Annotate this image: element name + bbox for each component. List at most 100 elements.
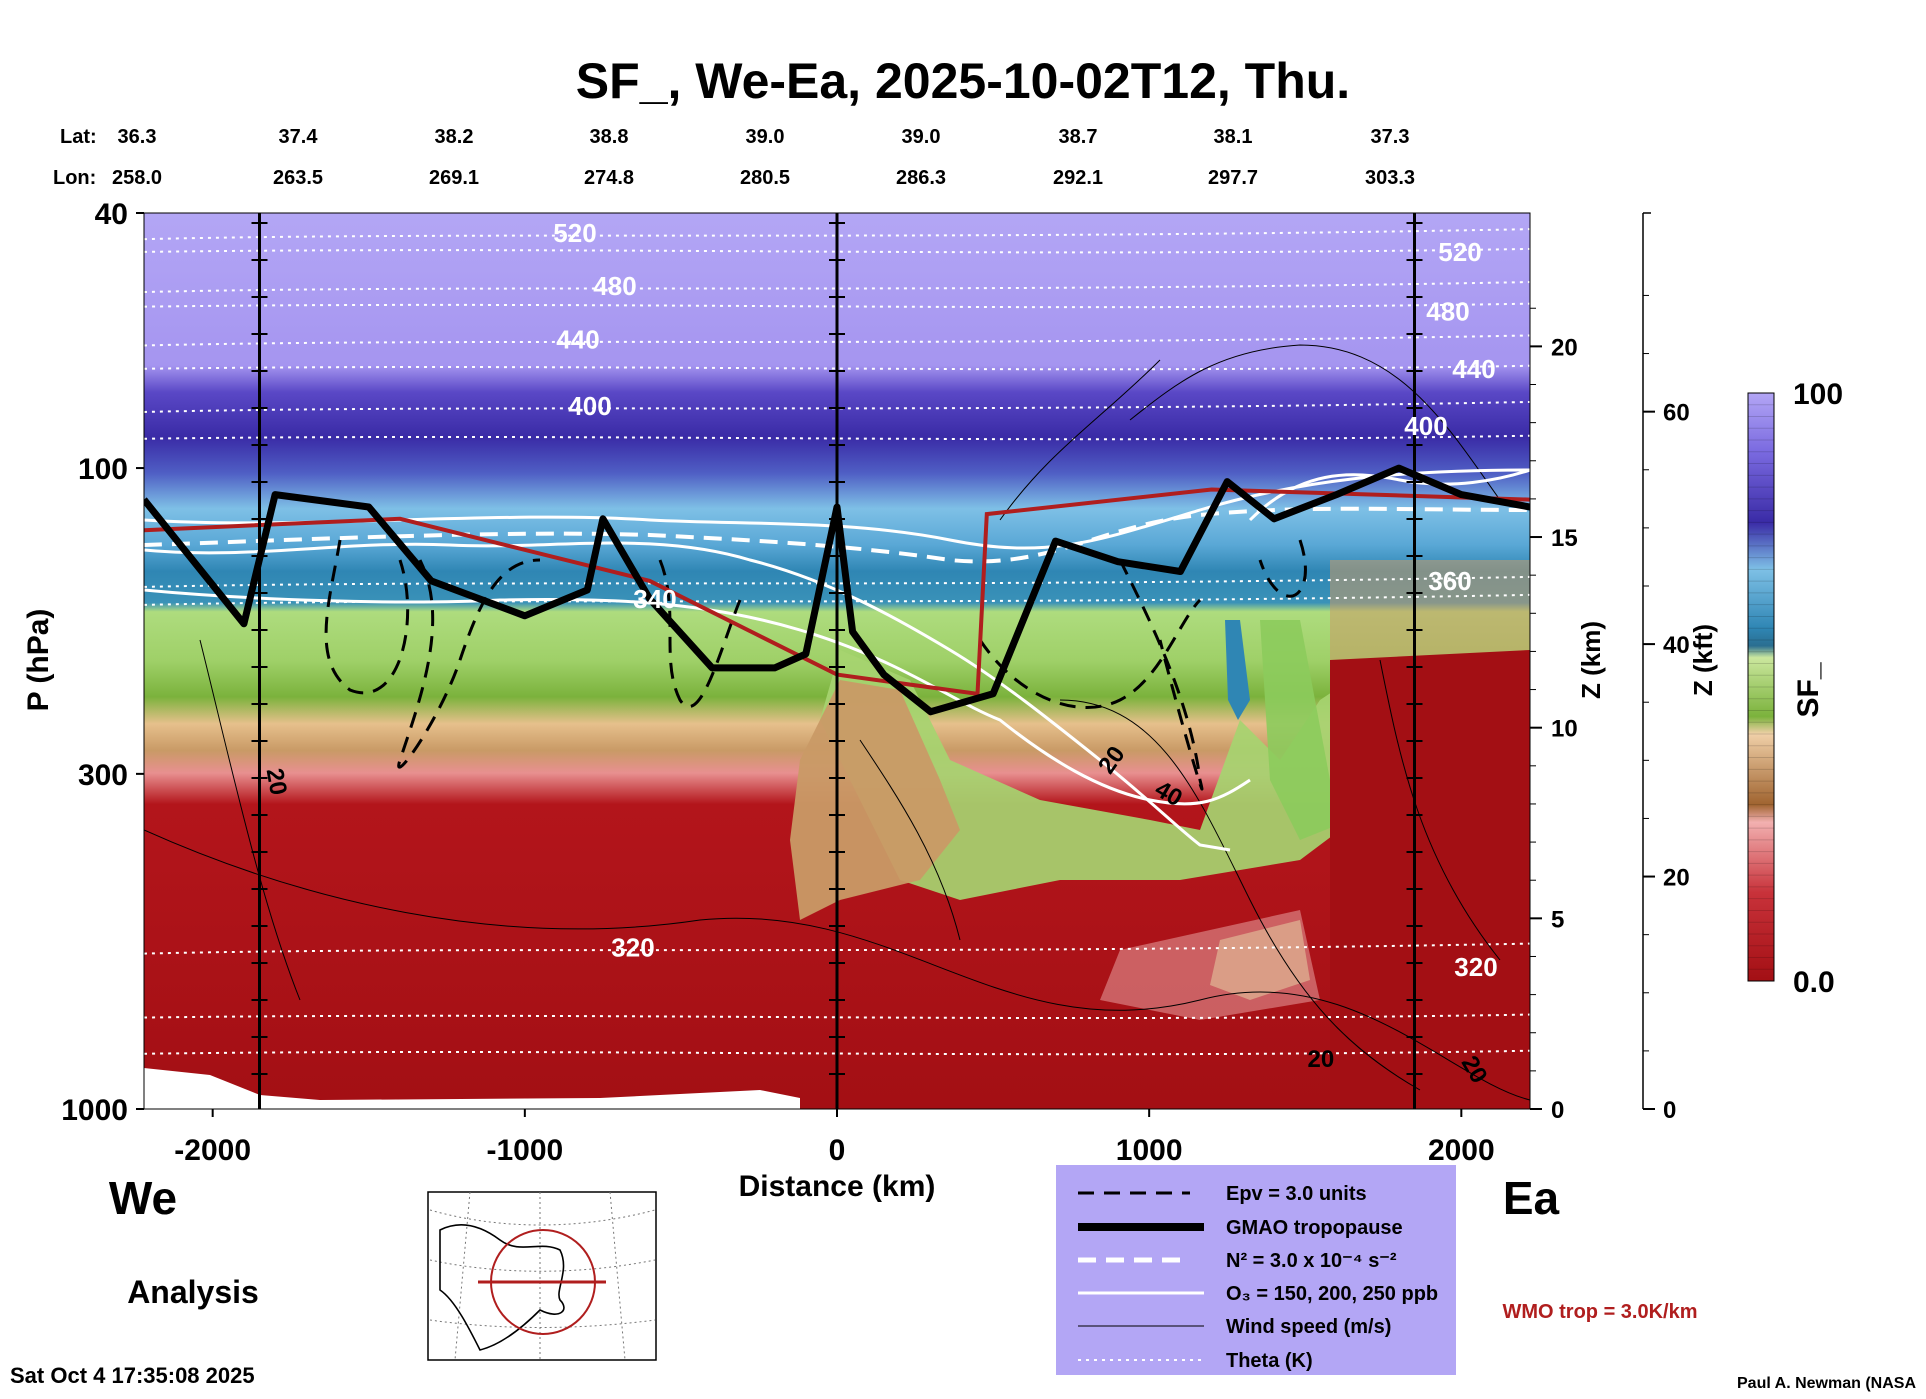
legend-box <box>1056 1165 1456 1375</box>
lat-value: 37.3 <box>1371 126 1410 148</box>
legend-entry-label: Epv = 3.0 units <box>1226 1183 1367 1205</box>
timestamp: Sat Oct 4 17:35:08 2025 <box>10 1363 255 1388</box>
lat-value: 39.0 <box>746 126 785 148</box>
wind-speed-contours <box>144 344 1530 1101</box>
theta-line <box>144 1013 1530 1020</box>
east-red-region <box>1330 650 1530 1109</box>
y-tick-label: 300 <box>78 759 128 792</box>
zkm-tick-label: 15 <box>1551 525 1578 552</box>
theta-label-right: 440 <box>1452 354 1495 384</box>
zkft-tick-label: 20 <box>1663 865 1690 892</box>
lon-value: 292.1 <box>1053 167 1103 189</box>
gmao-tropopause-line <box>144 464 1530 716</box>
theta-label: 400 <box>568 391 611 421</box>
theta-label-right: 320 <box>1454 952 1497 982</box>
x-tick-label: 0 <box>829 1134 846 1167</box>
y-tick-label: 40 <box>95 198 128 231</box>
y-axis-label: P (hPa) <box>22 609 55 712</box>
wind-label: 20 <box>1307 1046 1334 1073</box>
figure-texts: SF_, We-Ea, 2025-10-02T12, Thu. Lat: Lon: 3… <box>10 53 1916 1392</box>
x-tick-label: 2000 <box>1428 1134 1495 1167</box>
zkm-axis-label: Z (km) <box>1576 621 1606 699</box>
green-tongue <box>1260 620 1350 840</box>
colorbar-min-label: 0.0 <box>1793 966 1835 999</box>
x-tick-label: 1000 <box>1116 1134 1183 1167</box>
theta-label-right: 480 <box>1426 297 1469 327</box>
theta-label-right: 400 <box>1404 411 1447 441</box>
theta-line <box>144 434 1530 441</box>
colorbar-bar <box>1747 392 1775 982</box>
legend-entry-label: GMAO tropopause <box>1226 1217 1403 1239</box>
lat-value: 39.0 <box>902 126 941 148</box>
east-label: Ea <box>1503 1172 1560 1224</box>
zkft-axis-label: Z (kft) <box>1688 624 1718 696</box>
terrain-mask <box>144 1068 800 1109</box>
epv-contours <box>324 539 1307 791</box>
x-axis-label: Distance (km) <box>739 1170 936 1203</box>
legend-entry-label: O₃ = 150, 200, 250 ppb <box>1226 1283 1438 1305</box>
west-label: We <box>109 1172 177 1224</box>
legend-entry-label: Wind speed (m/s) <box>1226 1316 1391 1338</box>
lat-value: 38.7 <box>1059 126 1098 148</box>
lon-value: 263.5 <box>273 167 323 189</box>
lon-value: 258.0 <box>112 167 162 189</box>
lon-value: 303.3 <box>1365 167 1415 189</box>
lon-label: Lon: <box>53 167 96 189</box>
theta-label: 480 <box>593 271 636 301</box>
legend-entry-label: N² = 3.0 x 10⁻⁴ s⁻² <box>1226 1250 1397 1272</box>
map-coastline <box>439 1224 565 1351</box>
zkm-tick-label: 0 <box>1551 1097 1564 1124</box>
theta-line <box>144 302 1530 309</box>
theta-line <box>144 364 1530 371</box>
green-intrusion <box>820 650 1380 900</box>
theta-label: 340 <box>633 584 676 614</box>
chart-title: SF_, We-Ea, 2025-10-02T12, Thu. <box>576 53 1350 109</box>
zkft-tick-label: 60 <box>1663 400 1690 427</box>
lat-value: 36.3 <box>118 126 157 148</box>
zkm-tick-label: 20 <box>1551 334 1578 361</box>
theta-label: 320 <box>611 933 654 963</box>
map-graticule <box>429 1191 656 1361</box>
theta-label: 360 <box>1428 566 1471 596</box>
theta-line <box>144 1049 1530 1056</box>
credit: Paul A. Newman (NASA <box>1737 1375 1916 1392</box>
colorbar-label: SF_ <box>1792 662 1825 717</box>
lat-label: Lat: <box>60 126 97 148</box>
legend: Epv = 3.0 units GMAO tropopause N² = 3.0 x… <box>1056 1165 1456 1375</box>
lat-value: 38.1 <box>1214 126 1253 148</box>
x-tick-label: -1000 <box>486 1134 563 1167</box>
theta-label-right: 520 <box>1438 237 1481 267</box>
x-tick-label: -2000 <box>174 1134 251 1167</box>
ozone-contours <box>144 468 1530 852</box>
zkm-tick-label: 10 <box>1551 716 1578 743</box>
legend-labels: Epv = 3.0 units GMAO tropopause N² = 3.0 x… <box>1226 1183 1438 1372</box>
map-frame <box>427 1191 657 1361</box>
theta-label: 440 <box>556 324 599 354</box>
sf-field-overlays <box>144 560 1530 1109</box>
wmo-label: WMO trop = 3.0K/km <box>1502 1301 1697 1323</box>
lon-value: 280.5 <box>740 167 790 189</box>
lon-value: 297.7 <box>1208 167 1258 189</box>
blue-tongue <box>1225 620 1250 720</box>
theta-line <box>144 247 1530 254</box>
theta-label: 520 <box>553 218 596 248</box>
inset-map <box>427 1191 657 1361</box>
zkm-tick-label: 5 <box>1551 906 1564 933</box>
theta-contours <box>144 228 1530 1056</box>
station-lines <box>251 213 1423 1109</box>
y-tick-label: 1000 <box>61 1094 128 1127</box>
wmo-tropopause-line <box>144 487 1530 697</box>
colorbar-max-label: 100 <box>1793 378 1843 411</box>
y-tick-label: 100 <box>78 453 128 486</box>
lon-value: 269.1 <box>429 167 479 189</box>
lat-value: 38.2 <box>435 126 474 148</box>
zkft-tick-label: 40 <box>1663 632 1690 659</box>
lon-value: 286.3 <box>896 167 946 189</box>
lat-value: 38.8 <box>590 126 629 148</box>
wind-label: 20 <box>261 766 292 797</box>
lat-value: 37.4 <box>279 126 319 148</box>
